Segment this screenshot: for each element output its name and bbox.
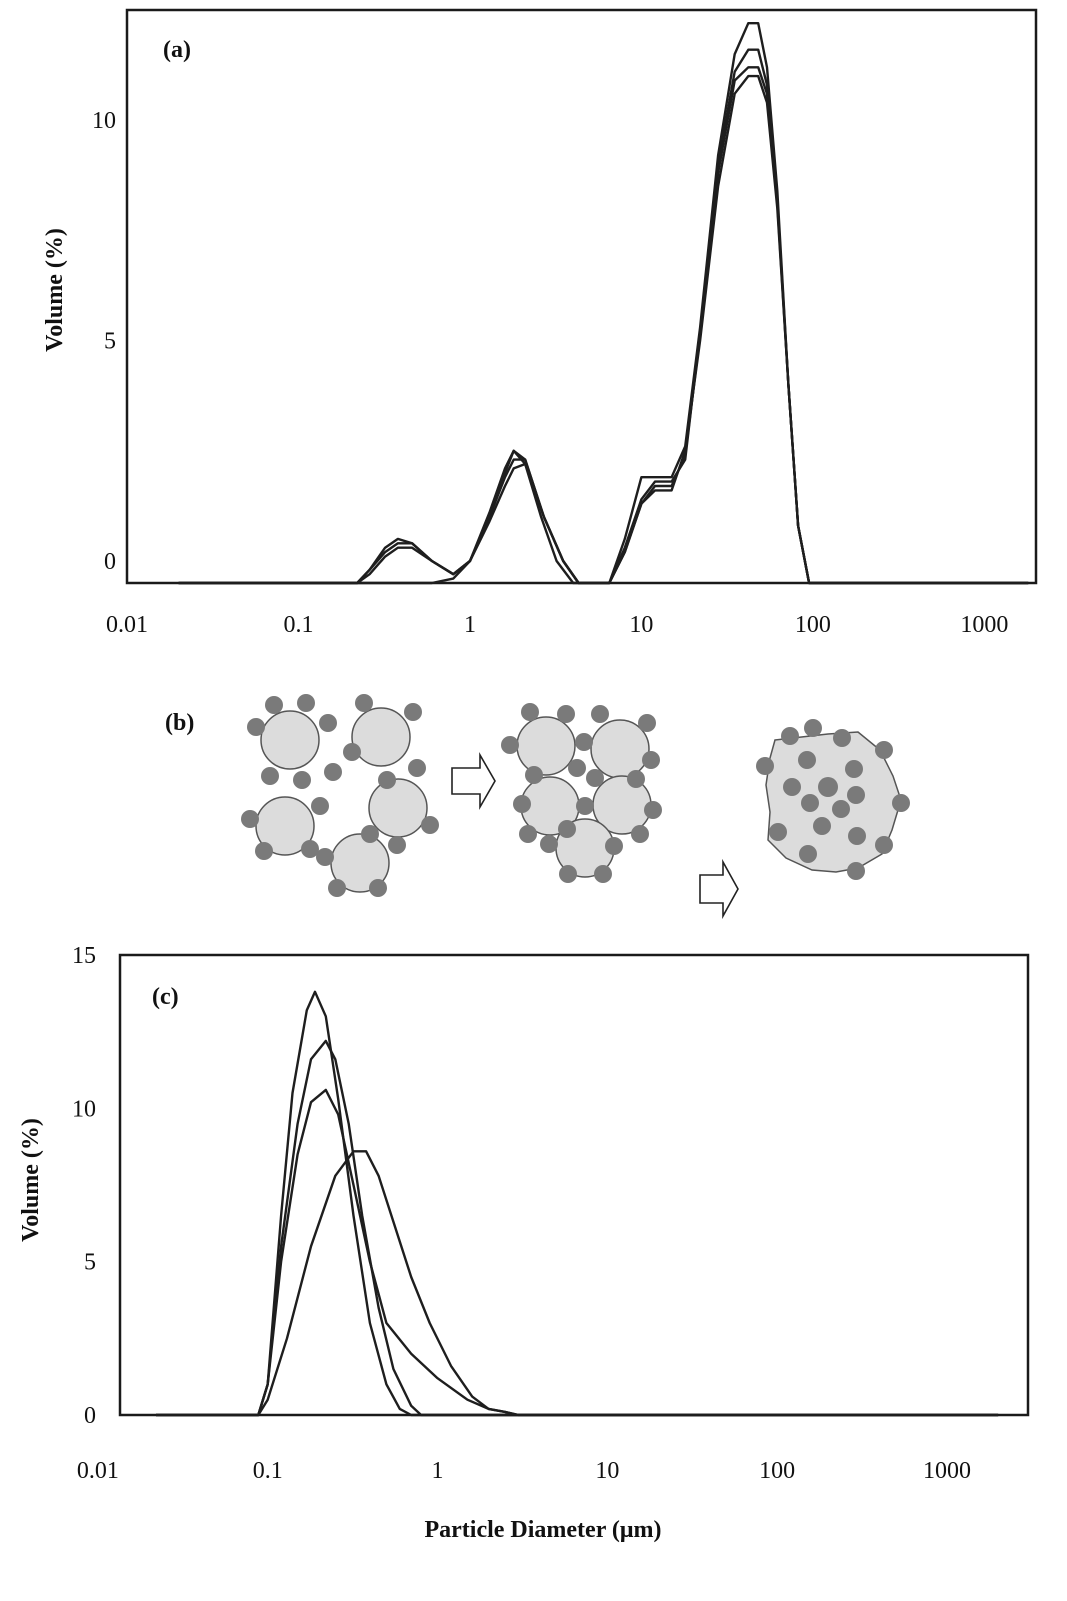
panel-c-series-2-line [156,1039,999,1417]
panel-c-x-tick-label: 0.01 [77,1458,119,1484]
stage-2-clustered-particles [501,703,662,883]
arrow-icon [451,752,496,810]
panel-a-label: (a) [163,37,191,63]
panel-b-label: (b) [165,710,194,736]
panel-a-series-3-line [178,66,1029,585]
panel-a-y-tick-label: 0 [104,549,116,575]
panel-c-label: (c) [152,984,179,1010]
panel-c-y-tick-label: 0 [84,1403,96,1429]
panel-c-y-tick-label: 10 [72,1096,96,1122]
panel-c-x-tick-label: 1000 [923,1458,971,1484]
panel-a-y-axis-title: Volume (%) [42,228,68,352]
panel-a-series-1-line [178,74,1029,585]
panel-a-y-tick-label: 10 [92,108,116,134]
panel-c-y-axis-title: Volume (%) [18,1118,44,1242]
panel-c-series-4-line [156,1150,999,1417]
panel-a-series-2-line [178,48,1029,585]
panel-a-chart: (a) 0 5 10 0.01 0.1 1 10 100 1000 Volume (%) [42,8,1038,638]
panel-a-plot-frame [125,8,1038,585]
panel-a-series-4-line [178,22,1029,585]
arrow-icon [699,858,739,920]
panel-c-x-tick-label: 10 [595,1458,619,1484]
panel-a-x-tick-label: 0.01 [106,612,148,638]
panel-a-x-tick-label: 0.1 [283,612,313,638]
stage-3-fused-aggregate [756,719,910,880]
panel-c-plot-frame [118,953,1030,1417]
panel-c-x-tick-label: 0.1 [253,1458,283,1484]
panel-c-y-tick-label: 5 [84,1250,96,1276]
panel-a-x-tick-label: 10 [629,612,653,638]
panel-a-x-tick-label: 1 [464,612,476,638]
panel-a-x-tick-label: 100 [795,612,831,638]
panel-c-series-1-line [156,990,999,1417]
panel-a-y-tick-label: 5 [104,329,116,355]
stage-1-dispersed-particles [241,694,439,897]
panel-c-y-tick-label: 15 [72,943,96,969]
panel-c-x-axis-title: Particle Diameter (μm) [424,1517,661,1543]
panel-a-x-tick-label: 1000 [960,612,1008,638]
panel-c-x-tick-label: 100 [759,1458,795,1484]
panel-c-series-3-line [156,1088,999,1417]
panel-b-diagram: (b) [165,694,910,920]
panel-c-x-tick-label: 1 [432,1458,444,1484]
